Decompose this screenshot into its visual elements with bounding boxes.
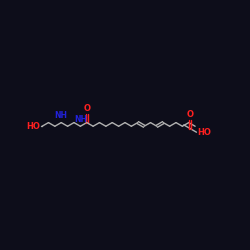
Text: NH: NH bbox=[55, 111, 68, 120]
Text: HO: HO bbox=[27, 122, 40, 131]
Text: HO: HO bbox=[197, 128, 211, 137]
Text: NH: NH bbox=[74, 115, 87, 124]
Text: O: O bbox=[186, 110, 194, 118]
Text: O: O bbox=[83, 104, 90, 112]
